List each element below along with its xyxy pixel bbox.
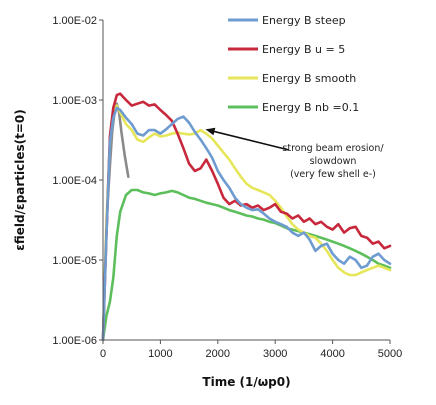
series-line-energy-b-nb-0-1 <box>101 188 392 342</box>
annotation-arrow-line <box>209 129 290 151</box>
y-tick-label: 1.00E-06 <box>52 335 97 347</box>
x-tick-label: 3000 <box>263 348 287 360</box>
annotation-text-line: slowdown <box>310 156 357 167</box>
x-tick-label: 5000 <box>378 348 402 360</box>
legend-label-energy-b-u-5: Energy B u = 5 <box>262 43 345 56</box>
x-tick-label: 2000 <box>206 348 230 360</box>
x-tick-label: 1000 <box>148 348 172 360</box>
x-tick-label: 0 <box>100 348 106 360</box>
series-group <box>101 92 392 342</box>
series-line-energy-b-steep <box>101 106 392 342</box>
annotation-arrow-head <box>205 127 216 136</box>
y-tick-label: 1.00E-03 <box>52 95 97 107</box>
y-tick-label: 1.00E-04 <box>52 175 97 187</box>
legend-label-energy-b-smooth: Energy B smooth <box>262 72 356 85</box>
y-tick-label: 1.00E-02 <box>52 15 97 27</box>
legend-label-energy-b-steep: Energy B steep <box>262 14 346 27</box>
annotation-text-line: strong beam erosion/ <box>282 143 384 154</box>
legend-label-energy-b-nb-0-1: Energy B nb =0.1 <box>262 101 359 114</box>
series-line-energy-b-smooth <box>101 104 392 342</box>
x-axis-title: Time (1/ωp0) <box>202 375 290 389</box>
y-tick-label: 1.00E-05 <box>52 255 97 267</box>
axes-group: 1.00E-06 1.00E-05 1.00E-04 1.00E-03 1.00E-02… <box>13 15 402 389</box>
series-line-energy-b-u-5 <box>101 92 392 342</box>
x-tick-label: 4000 <box>320 348 344 360</box>
annotation-group: strong beam erosion/slowdown (very few sh… <box>205 127 384 180</box>
legend: Energy B steep Energy B u = 5 Energy B smo… <box>228 14 359 114</box>
annotation-text-line: (very few shell e-) <box>290 169 376 180</box>
y-axis-title: εfield/εparticles(t=0) <box>13 109 27 251</box>
